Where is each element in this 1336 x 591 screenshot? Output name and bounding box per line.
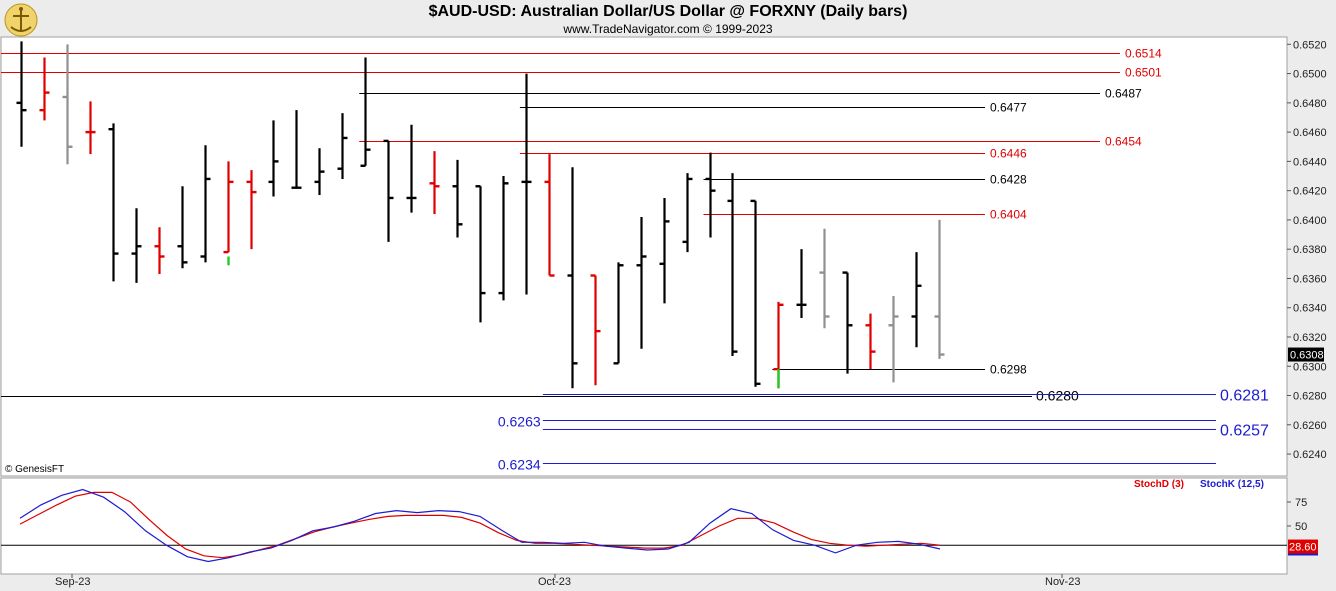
price-axis-label: 0.6260 — [1293, 420, 1327, 432]
level-label: 0.6298 — [990, 363, 1027, 377]
legend-stochk: StochK (12,5) — [1200, 479, 1264, 490]
level-label: 0.6404 — [990, 208, 1027, 222]
oscillator-panel — [0, 477, 1288, 575]
price-axis-label: 0.6340 — [1293, 303, 1327, 315]
current-price-label: 0.6308 — [1290, 350, 1324, 362]
trade-navigator-logo-icon — [4, 3, 38, 37]
chart-title: $AUD-USD: Australian Dollar/US Dollar @ … — [428, 3, 908, 20]
price-axis-label: 0.6500 — [1293, 69, 1327, 81]
level-label: 0.6280 — [1036, 388, 1079, 404]
level-label: 0.6281 — [1220, 388, 1269, 405]
level-label: 0.6446 — [990, 147, 1027, 161]
price-axis-label: 0.6520 — [1293, 39, 1327, 51]
osc-current-marker — [1288, 539, 1318, 554]
level-label: 0.6263 — [498, 414, 541, 430]
chart-subtitle: www.TradeNavigator.com © 1999-2023 — [563, 22, 773, 36]
x-axis-label: Sep-23 — [55, 576, 90, 588]
level-label: 0.6454 — [1105, 135, 1142, 149]
price-axis-label: 0.6320 — [1293, 332, 1327, 344]
price-axis-label: 0.6240 — [1293, 449, 1327, 461]
osc-axis-label: 50 — [1295, 521, 1307, 533]
osc-series-stochd — [19, 491, 941, 559]
price-axis-label: 0.6380 — [1293, 244, 1327, 256]
level-label: 0.6257 — [1220, 423, 1269, 440]
price-axis-label: 0.6280 — [1293, 391, 1327, 403]
x-axis-label: Oct-23 — [538, 576, 571, 588]
current-price-marker — [1288, 347, 1324, 362]
level-label: 0.6514 — [1125, 47, 1162, 61]
level-label: 0.6234 — [498, 457, 541, 473]
level-label: 0.6487 — [1105, 87, 1142, 101]
price-axis-label: 0.6480 — [1293, 98, 1327, 110]
copyright-label: © GenesisFT — [5, 464, 64, 475]
osc-series-stochk — [19, 488, 941, 563]
legend-stochd: StochD (3) — [1134, 479, 1184, 490]
price-axis-label: 0.6400 — [1293, 215, 1327, 227]
x-axis-label: Nov-23 — [1045, 576, 1080, 588]
level-label: 0.6477 — [990, 101, 1027, 115]
osc-axis-label: 75 — [1295, 497, 1307, 509]
level-label: 0.6501 — [1125, 66, 1162, 80]
price-axis-label: 0.6300 — [1293, 361, 1327, 373]
price-axis-label: 0.6420 — [1293, 186, 1327, 198]
osc-current-label: 28.60 — [1289, 542, 1317, 554]
level-label: 0.6428 — [990, 173, 1027, 187]
price-axis-label: 0.6440 — [1293, 156, 1327, 168]
price-axis-label: 0.6460 — [1293, 127, 1327, 139]
price-axis-label: 0.6360 — [1293, 273, 1327, 285]
